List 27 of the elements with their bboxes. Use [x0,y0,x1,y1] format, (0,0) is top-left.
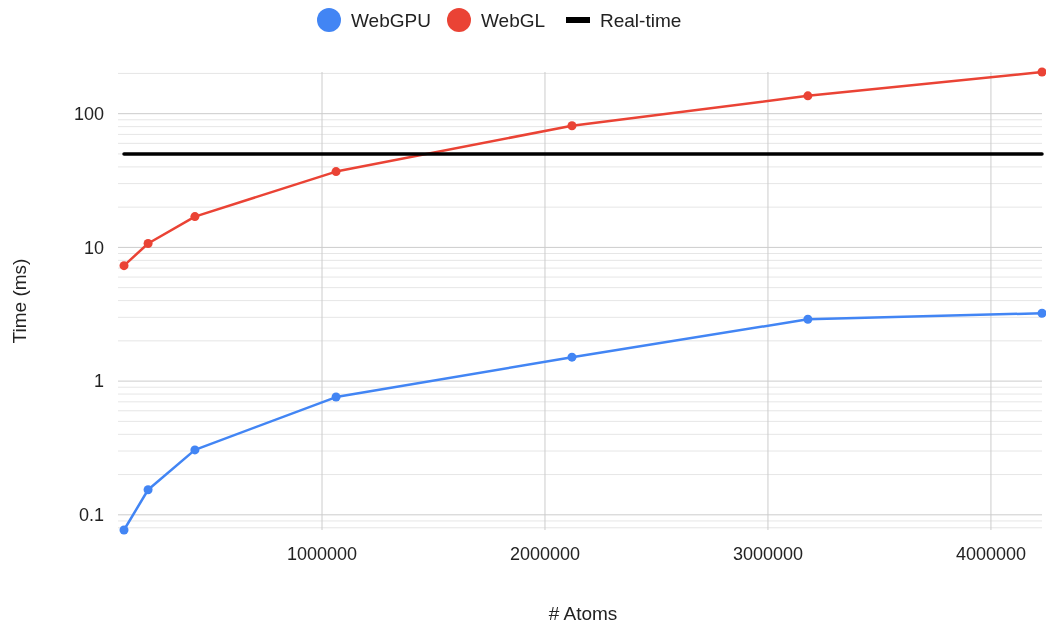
x-tick-label: 4000000 [955,544,1026,564]
point [803,314,813,324]
y-tick-label: 100 [73,103,104,124]
x-tick-label: 1000000 [286,544,358,564]
point [190,212,200,222]
point [567,121,577,131]
y-tick-label: 1 [93,371,104,392]
point [1037,308,1046,318]
point [119,261,129,271]
point [119,525,129,535]
point [190,445,200,455]
point [143,485,153,495]
y-tick-label: 0.1 [78,505,104,526]
x-tick-label: 2000000 [509,544,581,564]
legend-label: WebGL [481,9,546,31]
x-tick-label: 3000000 [732,544,803,564]
point [803,91,813,101]
point [1037,67,1046,77]
y-tick-label: 10 [83,237,104,258]
y-axis-title: Time (ms) [9,258,30,344]
point [143,238,153,248]
point [331,167,341,177]
legend-label: Real-time [600,9,682,31]
x-axis-title: # Atoms [548,603,618,624]
legend-label: WebGPU [351,9,431,31]
point [331,392,341,402]
point [567,352,577,362]
